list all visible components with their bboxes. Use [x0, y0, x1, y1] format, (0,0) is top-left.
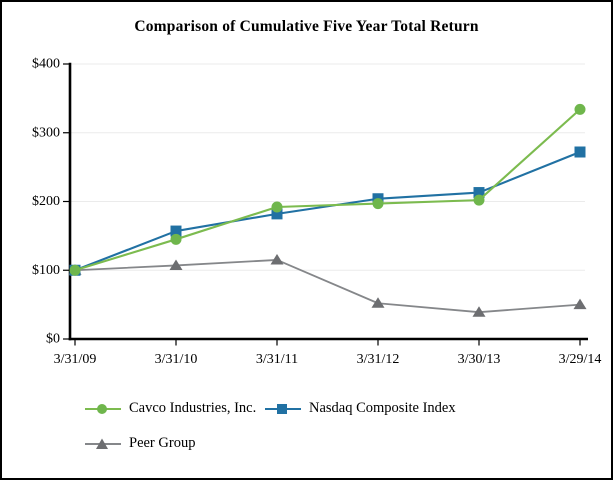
legend-label-peer: Peer Group [129, 435, 196, 451]
y-tick-label: $0 [46, 332, 60, 347]
series-1-marker-square [170, 225, 182, 237]
series-0-marker-circle [69, 264, 81, 276]
circle-marker-icon [97, 403, 107, 414]
x-tick-label: 3/31/11 [256, 352, 298, 367]
series-2-marker-triangle [472, 306, 486, 317]
series-2-marker-triangle [169, 259, 183, 270]
legend-item-peer: Peer Group [85, 435, 265, 452]
series-0-marker-circle [170, 233, 182, 245]
series-0-marker-circle [372, 198, 384, 210]
series-0-marker-circle [473, 194, 485, 206]
chart-title: Comparison of Cumulative Five Year Total… [134, 18, 479, 35]
legend: Cavco Industries, Inc. Nasdaq Composite … [85, 391, 456, 461]
y-tick-label: $100 [32, 263, 60, 278]
x-tick-label: 3/31/09 [54, 352, 97, 367]
series-1-marker-square [271, 208, 283, 220]
legend-label-nasdaq: Nasdaq Composite Index [309, 400, 456, 416]
legend-item-nasdaq: Nasdaq Composite Index [265, 400, 456, 417]
series-2-marker-triangle [573, 298, 587, 310]
x-tick-label: 3/31/10 [155, 352, 198, 367]
series-2-marker-triangle [371, 297, 385, 308]
series-line-1 [74, 151, 581, 272]
y-tick-label: $400 [32, 57, 60, 72]
y-tick-label: $200 [32, 194, 60, 209]
legend-swatch-triangle-icon [85, 438, 121, 449]
series-0-marker-circle [271, 201, 283, 213]
series-1-marker-square [473, 187, 485, 199]
legend-swatch-square-icon [265, 403, 301, 414]
legend-label-cavco: Cavco Industries, Inc. [129, 400, 257, 416]
y-tick-label: $300 [32, 125, 60, 140]
series-0-marker-circle [574, 103, 586, 115]
series-1-marker-square [574, 146, 586, 158]
series-line-0 [74, 108, 581, 272]
square-marker-icon [277, 403, 287, 414]
x-tick-label: 3/31/12 [357, 352, 400, 367]
x-tick-label: 3/30/13 [458, 352, 501, 367]
x-tick-label: 3/29/14 [559, 352, 602, 367]
series-line-2 [74, 259, 581, 314]
legend-swatch-circle-icon [85, 403, 121, 414]
legend-item-cavco: Cavco Industries, Inc. [85, 400, 265, 417]
series-2-marker-triangle [270, 253, 284, 265]
triangle-marker-icon [96, 438, 108, 449]
